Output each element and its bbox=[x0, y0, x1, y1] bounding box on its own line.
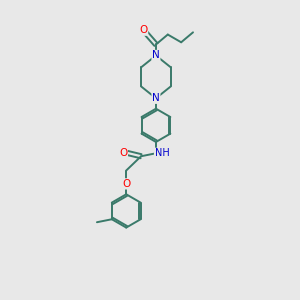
Text: O: O bbox=[122, 179, 130, 189]
Text: N: N bbox=[152, 50, 160, 61]
Text: NH: NH bbox=[154, 148, 169, 158]
Text: O: O bbox=[119, 148, 128, 158]
Text: N: N bbox=[152, 93, 160, 103]
Text: O: O bbox=[139, 25, 148, 35]
